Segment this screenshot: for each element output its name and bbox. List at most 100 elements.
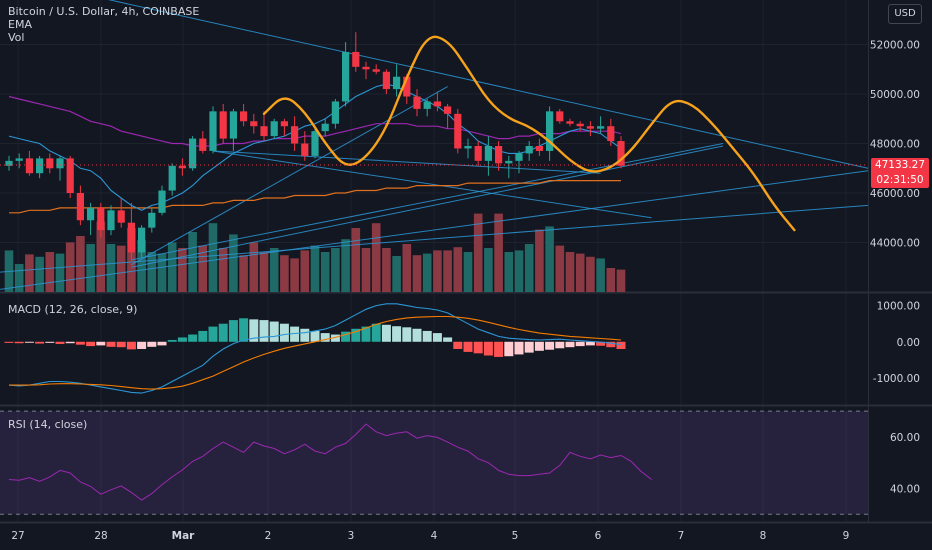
volume-bar [147,252,157,292]
ema-legend[interactable]: EMA [8,18,32,31]
volume-bar [453,247,463,292]
macd-histogram-bar [596,341,606,346]
macd-histogram-bar [310,330,320,342]
candle-body [474,146,482,161]
time-tick-label: 4 [431,530,438,542]
volume-bar [555,245,565,292]
candle-body [403,76,411,97]
volume-bar [45,252,55,292]
currency-button[interactable]: USD [888,4,922,24]
legend: Bitcoin / U.S. Dollar, 4h, COINBASE EMA … [8,5,199,44]
rsi-tick-label: 40.00 [890,483,920,495]
macd-histogram-bar [616,341,626,349]
time-tick-label: Mar [172,530,196,542]
candle-body [56,158,64,169]
macd-histogram-bar [555,341,565,349]
pattern-curve [262,35,796,232]
candle-body [311,131,319,156]
candle-body [484,146,492,161]
macd-histogram-bar [35,341,45,344]
volume-bar [249,242,259,292]
volume-bar [361,248,371,292]
macd-histogram-bar [45,341,55,343]
macd-pane[interactable] [4,303,626,394]
candle-body [607,126,615,142]
macd-histogram-bar [565,341,575,348]
rsi-band-fill [0,411,868,515]
volume-bar [208,223,218,292]
rsi-legend[interactable]: RSI (14, close) [8,418,88,431]
macd-histogram-bar [392,326,402,342]
macd-histogram-bar [351,328,361,342]
vol-legend[interactable]: Vol [8,31,25,44]
macd-histogram-bar [269,321,279,342]
macd-histogram-bar [575,341,585,347]
time-axis[interactable]: 27 28 Mar 2 3 4 5 6 7 8 9 [11,530,849,542]
macd-histogram-bar [534,341,544,351]
candles [5,32,625,260]
candle-body [107,210,115,231]
candle-body [586,126,594,129]
macd-histogram-bar [116,341,126,348]
symbol-title[interactable]: Bitcoin / U.S. Dollar, 4h, COINBASE [8,5,200,18]
volume-bar [300,250,310,292]
candle-body [342,51,350,102]
macd-histogram-bar [75,341,85,345]
volume-bar [535,229,544,292]
candle-body [209,111,217,151]
price-tick-label: 52000.00 [870,40,920,52]
volume-bar [178,248,187,292]
macd-histogram-bar [4,341,14,343]
rsi-line [8,423,652,501]
volume-bar [484,248,493,292]
candle-body [301,143,309,156]
candle-body [240,111,248,122]
volume-bar [280,255,289,292]
macd-histogram-bar [177,337,187,342]
macd-histogram-bar [524,341,534,353]
rsi-tick-label: 60.00 [890,432,920,444]
macd-histogram-bar [55,341,65,344]
price-tick-label: 46000.00 [870,188,920,200]
candle-body [556,111,564,122]
volume-bar [575,253,585,292]
volume-bar [351,228,361,292]
macd-histogram-bar [371,323,381,342]
volume-bar [473,213,483,292]
macd-tick-label: 1000.00 [877,301,920,313]
candle-body [36,158,44,174]
volume-bar [331,248,340,292]
trendline-3 [131,86,448,266]
price-tick-label: 48000.00 [870,139,920,151]
macd-histogram-bar [341,331,351,342]
price-pane[interactable] [0,0,869,292]
candle-body [505,160,513,164]
candle-body [46,158,54,169]
volume-bar [198,245,208,292]
volume-bar [494,213,503,292]
candle-body [352,51,360,67]
macd-legend[interactable]: MACD (12, 26, close, 9) [8,303,138,316]
candle-body [291,126,299,144]
time-tick-label: 7 [678,530,685,542]
volume-bar [55,253,65,292]
candle-body [158,190,166,213]
rsi-pane[interactable] [0,410,868,515]
macd-histogram-bar [167,339,177,342]
candle-body [5,160,13,166]
candle-body [321,123,329,132]
time-tick-label: 5 [512,530,519,542]
volume-bar [25,254,34,292]
price-axis[interactable]: 52000.00 50000.00 48000.00 46000.00 44000.00… [870,40,920,496]
macd-histogram-bar [443,337,453,342]
candle-body [189,138,197,169]
volume-bar [392,256,401,292]
macd-histogram-bar [249,319,259,342]
macd-histogram-bar [198,330,208,342]
volume-bars [4,213,626,292]
volume-bar [96,221,106,292]
macd-tick-label: -1000.00 [873,373,920,385]
volume-bar [422,253,432,292]
macd-histogram-bar [65,341,75,344]
